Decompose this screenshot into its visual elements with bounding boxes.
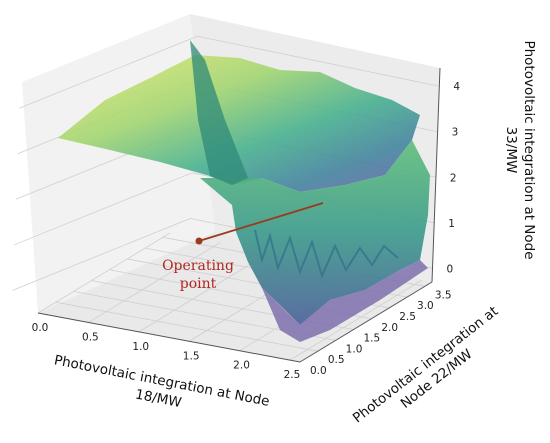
z-tick-label: 2 [450, 172, 457, 184]
x-tick-label: 0.5 [82, 331, 99, 343]
z-tick-label: 3 [452, 127, 459, 139]
x-tick-label: 2.5 [284, 369, 301, 381]
y-tick-label: 2.5 [399, 311, 416, 323]
z-tick-label: 0 [447, 263, 454, 275]
surface-spikes [254, 229, 399, 279]
y-tick-label: 0.5 [328, 354, 345, 366]
grid-line-x [37, 232, 171, 314]
x-tick-labels: 0.0 0.5 1.0 1.5 2.0 2.5 [32, 322, 301, 381]
surface-plateau [58, 55, 420, 192]
z-axis-title-line2: 33/MW [503, 127, 519, 174]
z-tick-label: 4 [453, 81, 460, 93]
grid-line-x [289, 279, 423, 361]
surface-slope [200, 140, 430, 325]
z-axis-title: Photovoltaic integration at Node 33/MW [503, 40, 537, 259]
y-tick-label: 3.0 [417, 300, 434, 312]
surface-floor [262, 260, 428, 342]
x-tick-label: 2.0 [233, 360, 250, 372]
x-tick-label: 1.0 [132, 341, 149, 353]
surface [58, 40, 430, 342]
z-axis-title-line1: Photovoltaic integration at Node [521, 40, 537, 259]
y-tick-label: 0.0 [310, 365, 327, 377]
y-tick-label: 3.5 [435, 289, 452, 301]
y-axis-title-line1: Photovoltaic integration at [350, 303, 501, 426]
y-tick-label: 1.5 [364, 333, 381, 345]
z-tick-labels: 0 1 2 3 4 [447, 81, 461, 275]
annotation-leader [198, 202, 324, 242]
grid-line-y [55, 301, 318, 352]
annotation-label-line2: point [180, 276, 217, 292]
operating-point-marker [195, 237, 203, 245]
grid-line-z-left [19, 35, 198, 109]
z-tick-label: 1 [448, 218, 455, 230]
grid-line-z-left [14, 172, 193, 246]
x-tick-label: 0.0 [32, 322, 49, 334]
y-tick-label: 1.0 [346, 343, 363, 355]
grid-line-z-left [12, 217, 191, 291]
z-axis-line [431, 67, 441, 283]
grid-line-x [138, 251, 271, 333]
y-tick-labels: 0.00.51.01.52.02.53.03.5 [310, 289, 452, 377]
axis-lines [37, 67, 441, 363]
annotation-label-line1: Operating [162, 258, 234, 274]
grid-line-z [197, 35, 440, 87]
y-tick-label: 2.0 [381, 322, 398, 334]
operating-point-annotation: Operating point [162, 202, 324, 292]
x-axis-line [37, 312, 301, 363]
surface-ridge [190, 40, 248, 185]
y-axis-line [299, 281, 433, 363]
grid-line-x [88, 242, 221, 323]
y-axis-title: Photovoltaic integration at Node 22/MW [350, 303, 501, 426]
x-tick-label: 1.5 [183, 350, 200, 362]
